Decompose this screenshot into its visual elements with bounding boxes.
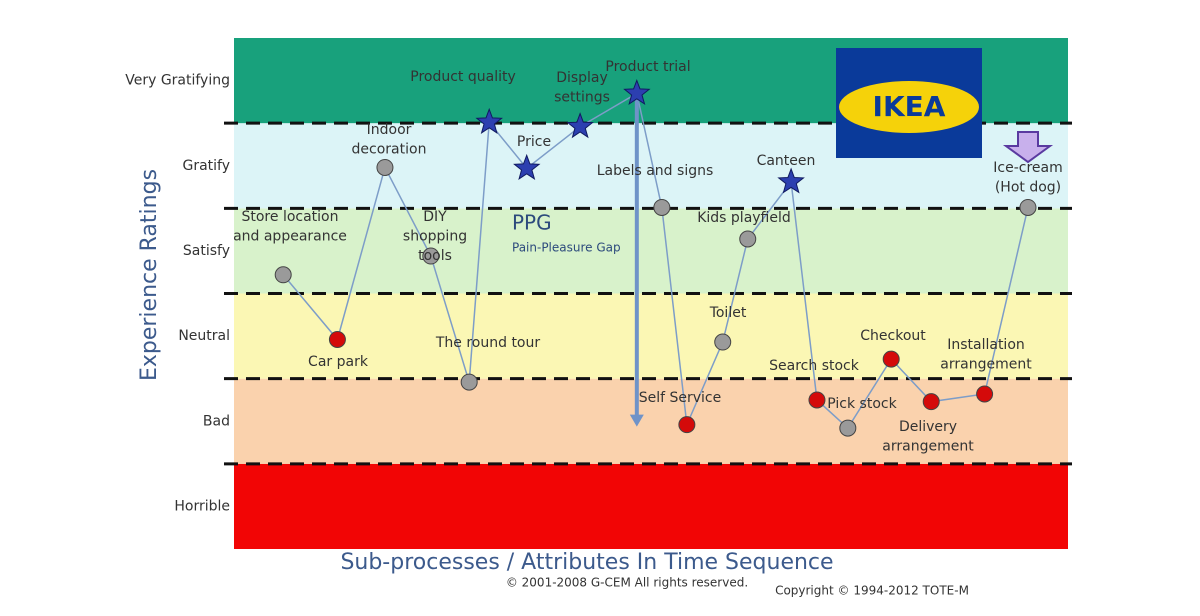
point-label: The round tour bbox=[435, 335, 541, 351]
x-axis-label: Sub-processes / Attributes In Time Seque… bbox=[340, 550, 833, 575]
gap-subtitle: Pain-Pleasure Gap bbox=[512, 241, 621, 255]
point-label: Toilet bbox=[709, 305, 747, 321]
point-label: Kids playfield bbox=[697, 210, 791, 226]
point-label: Search stock bbox=[769, 358, 860, 374]
point-label: Pick stock bbox=[827, 396, 897, 412]
point-label: Delivery bbox=[899, 419, 957, 435]
point-label: settings bbox=[554, 90, 610, 106]
point-label: Product quality bbox=[410, 69, 516, 85]
star-marker bbox=[513, 153, 541, 180]
y-tick-label: Gratify bbox=[182, 158, 230, 174]
down-arrow-icon bbox=[1002, 131, 1054, 164]
point-label: decoration bbox=[352, 142, 427, 158]
point-label: Self Service bbox=[639, 390, 722, 406]
y-axis-label: Experience Ratings bbox=[137, 169, 162, 381]
gap-arrow-head bbox=[629, 414, 644, 427]
point-marker bbox=[714, 333, 732, 351]
y-tick-label: Bad bbox=[203, 413, 230, 429]
point-marker bbox=[882, 350, 900, 368]
point-marker bbox=[739, 230, 757, 248]
point-marker bbox=[808, 391, 826, 409]
point-label: shopping bbox=[403, 229, 467, 245]
logo-ellipse bbox=[839, 81, 979, 133]
point-marker bbox=[376, 158, 394, 176]
point-marker bbox=[460, 373, 478, 391]
point-label: DIY bbox=[423, 209, 447, 225]
star-marker bbox=[566, 112, 594, 139]
point-label: (Hot dog) bbox=[995, 180, 1061, 196]
point-label: and appearance bbox=[233, 229, 347, 245]
point-marker bbox=[328, 330, 346, 348]
point-label: Labels and signs bbox=[597, 163, 714, 179]
point-label: Indoor bbox=[367, 122, 412, 138]
point-marker bbox=[976, 385, 994, 403]
point-marker bbox=[839, 419, 857, 437]
point-label: Car park bbox=[308, 354, 369, 370]
y-tick-label: Neutral bbox=[178, 328, 230, 344]
point-marker bbox=[422, 247, 440, 265]
point-label: tools bbox=[418, 248, 452, 264]
rating-band bbox=[234, 378, 1068, 464]
point-label: Installation bbox=[947, 337, 1025, 353]
rating-band bbox=[234, 208, 1068, 294]
point-marker bbox=[678, 416, 696, 434]
y-tick-label: Satisfy bbox=[183, 243, 230, 259]
star-marker bbox=[475, 107, 503, 134]
point-label: Ice-cream bbox=[993, 160, 1062, 176]
point-label: Price bbox=[517, 134, 551, 150]
point-label: arrangement bbox=[940, 357, 1032, 373]
point-marker bbox=[274, 266, 292, 284]
point-label: arrangement bbox=[882, 439, 974, 455]
point-marker bbox=[922, 393, 940, 411]
rating-band bbox=[234, 293, 1068, 379]
point-label: Display bbox=[556, 70, 608, 86]
logo-text: IKEA bbox=[873, 90, 946, 123]
rating-band bbox=[234, 463, 1068, 549]
y-tick-label: Very Gratifying bbox=[125, 73, 230, 89]
point-marker bbox=[1019, 198, 1037, 216]
copyright: © 2001-2008 G-CEM All rights reserved. bbox=[506, 576, 748, 590]
journey-line bbox=[282, 92, 1029, 430]
point-label: Store location bbox=[241, 209, 338, 225]
gap-title: PPG bbox=[512, 211, 552, 235]
star-marker bbox=[623, 78, 651, 106]
y-tick-label: Horrible bbox=[174, 498, 230, 514]
point-label: Canteen bbox=[757, 153, 816, 169]
point-marker bbox=[653, 198, 671, 216]
star-marker bbox=[777, 167, 805, 194]
point-label: Product trial bbox=[605, 59, 690, 75]
copyright: Copyright © 1994-2012 TOTE-M bbox=[775, 584, 969, 598]
point-label: Checkout bbox=[860, 328, 926, 344]
